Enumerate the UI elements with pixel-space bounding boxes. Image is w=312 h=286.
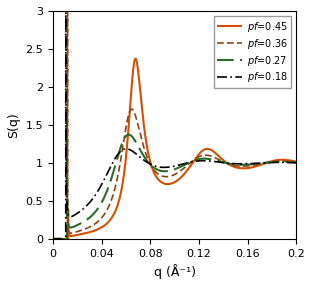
$pf$=0.27 xyxy=(170,168,174,172)
$pf$=0.27 xyxy=(164,170,168,173)
$pf$=0.45 xyxy=(134,57,137,60)
$pf$=0.36 xyxy=(288,160,291,163)
Y-axis label: S(q): S(q) xyxy=(7,112,20,138)
$pf$=0.18 xyxy=(52,237,56,241)
$pf$=0.45 xyxy=(288,159,291,162)
$pf$=0.27 xyxy=(294,161,298,164)
$pf$=0.27 xyxy=(65,116,69,120)
$pf$=0.45 xyxy=(65,238,68,241)
$pf$=0.36 xyxy=(287,160,291,163)
$pf$=0.36 xyxy=(65,241,68,244)
$pf$=0.45 xyxy=(52,237,56,241)
$pf$=0.36 xyxy=(170,174,174,177)
Line: $pf$=0.18: $pf$=0.18 xyxy=(54,0,296,286)
Line: $pf$=0.45: $pf$=0.45 xyxy=(54,59,296,286)
$pf$=0.18 xyxy=(164,166,168,169)
$pf$=0.27 xyxy=(288,160,291,164)
$pf$=0.27 xyxy=(65,282,68,285)
$pf$=0.18 xyxy=(243,162,247,166)
Line: $pf$=0.36: $pf$=0.36 xyxy=(54,0,296,285)
$pf$=0.18 xyxy=(287,161,291,164)
Line: $pf$=0.27: $pf$=0.27 xyxy=(54,118,296,286)
$pf$=0.45 xyxy=(294,160,298,163)
$pf$=0.27 xyxy=(287,160,291,164)
$pf$=0.18 xyxy=(65,200,69,204)
$pf$=0.45 xyxy=(164,182,168,186)
$pf$=0.27 xyxy=(52,237,56,241)
$pf$=0.36 xyxy=(164,175,168,178)
$pf$=0.27 xyxy=(243,163,247,166)
$pf$=0.36 xyxy=(243,164,247,168)
$pf$=0.36 xyxy=(52,237,56,241)
$pf$=0.36 xyxy=(294,160,298,164)
$pf$=0.36 xyxy=(66,283,69,286)
$pf$=0.18 xyxy=(294,161,298,164)
$pf$=0.18 xyxy=(288,161,291,164)
$pf$=0.45 xyxy=(243,167,247,170)
$pf$=0.45 xyxy=(287,159,291,162)
$pf$=0.45 xyxy=(170,182,174,185)
Legend: $pf$=0.45, $pf$=0.36, $pf$=0.27, $pf$=0.18: $pf$=0.45, $pf$=0.36, $pf$=0.27, $pf$=0.… xyxy=(213,16,291,88)
$pf$=0.18 xyxy=(170,165,174,168)
X-axis label: q (Å⁻¹): q (Å⁻¹) xyxy=(154,264,196,279)
